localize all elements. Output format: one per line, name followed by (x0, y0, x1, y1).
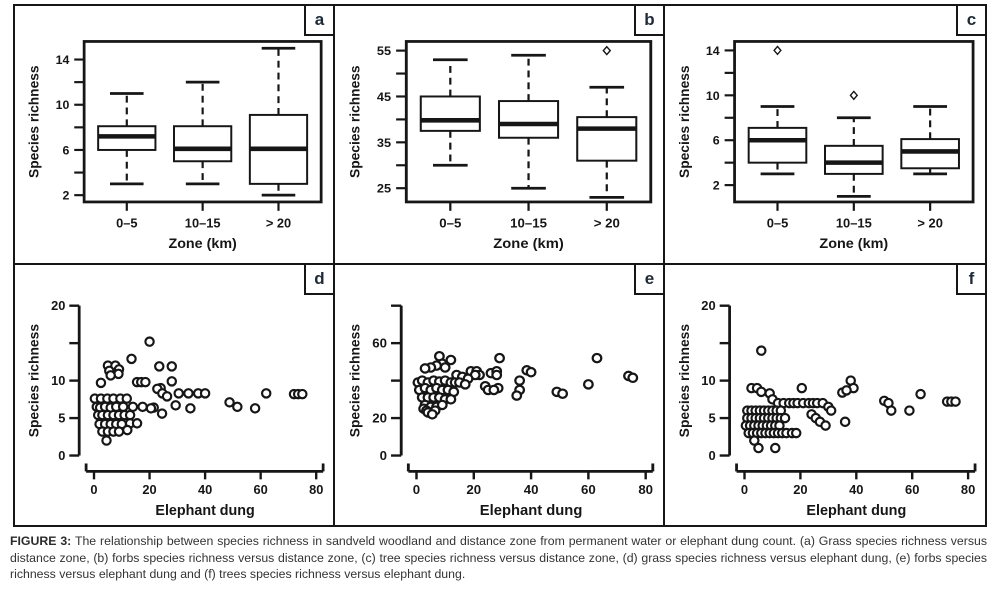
panel-label-d: d (304, 265, 333, 295)
svg-text:> 20: > 20 (917, 216, 943, 231)
svg-text:0: 0 (413, 482, 420, 497)
panel-label-b: b (634, 6, 663, 36)
panel-d: d 0 5 10 20 0 20 40 60 80 Elephant dung Species ri… (15, 265, 335, 525)
svg-text:10: 10 (56, 98, 70, 112)
svg-text:20: 20 (793, 482, 807, 497)
svg-text:60: 60 (372, 336, 387, 351)
svg-text:20: 20 (466, 482, 481, 497)
panel-label-a: a (304, 6, 333, 36)
svg-text:5: 5 (708, 411, 715, 426)
svg-text:40: 40 (524, 482, 539, 497)
panel-label-f: f (956, 265, 985, 295)
svg-text:2: 2 (62, 189, 69, 203)
svg-text:Zone (km): Zone (km) (819, 236, 888, 252)
svg-text:Zone (km): Zone (km) (168, 236, 237, 252)
figure-grid: a 2 6 10 14 0–5 10–15 > 20 Zone (km) Species ric… (13, 4, 987, 527)
svg-text:0: 0 (380, 448, 387, 463)
svg-text:Species richness: Species richness (346, 65, 362, 178)
svg-text:20: 20 (701, 298, 715, 313)
boxplot-trees-vs-zone: 2 6 10 14 0–5 10–15 > 20 Zone (km) Species richn… (676, 40, 975, 252)
svg-text:80: 80 (638, 482, 653, 497)
svg-text:20: 20 (142, 482, 156, 497)
svg-text:10: 10 (706, 89, 720, 103)
svg-text:10: 10 (701, 373, 715, 388)
panel-a: a 2 6 10 14 0–5 10–15 > 20 Zone (km) Species ric… (15, 6, 335, 265)
svg-text:55: 55 (377, 44, 391, 58)
svg-text:Species richness: Species richness (26, 324, 42, 438)
svg-text:45: 45 (377, 90, 391, 104)
svg-text:0–5: 0–5 (439, 216, 461, 231)
svg-text:> 20: > 20 (266, 216, 291, 231)
svg-text:14: 14 (56, 53, 70, 67)
svg-text:0–5: 0–5 (767, 216, 789, 231)
svg-text:Elephant dung: Elephant dung (806, 503, 906, 519)
svg-text:10–15: 10–15 (185, 216, 221, 231)
svg-text:Species richness: Species richness (27, 65, 42, 178)
panel-f: f 0 5 10 20 0 20 40 60 80 Elephant dung Species ri… (665, 265, 985, 525)
panel-e: e 0 20 60 0 20 40 60 80 Elephant dung Species ric… (335, 265, 665, 525)
svg-text:10–15: 10–15 (836, 216, 872, 231)
svg-text:Species richness: Species richness (346, 324, 362, 438)
svg-text:20: 20 (51, 298, 65, 313)
svg-text:60: 60 (581, 482, 596, 497)
svg-text:25: 25 (377, 182, 391, 196)
svg-text:80: 80 (961, 482, 975, 497)
svg-text:Elephant dung: Elephant dung (155, 503, 254, 519)
figure-caption: FIGURE 3: The relationship between speci… (10, 533, 987, 583)
scatter-trees-vs-dung: 0 5 10 20 0 20 40 60 80 Elephant dung Species rich… (676, 298, 977, 519)
svg-text:Elephant dung: Elephant dung (480, 503, 583, 519)
boxplot-forbs-vs-zone: 25 35 45 55 0–5 10–15 > 20 Zone (km) Species ric… (346, 40, 653, 252)
boxplot-grass-vs-zone: 2 6 10 14 0–5 10–15 > 20 Zone (km) Species richn… (27, 40, 323, 252)
svg-text:35: 35 (377, 136, 391, 150)
svg-text:40: 40 (849, 482, 863, 497)
svg-text:80: 80 (309, 482, 323, 497)
svg-text:0: 0 (708, 448, 715, 463)
svg-text:2: 2 (713, 179, 720, 193)
svg-text:60: 60 (905, 482, 919, 497)
svg-text:0–5: 0–5 (116, 216, 137, 231)
svg-text:> 20: > 20 (594, 216, 620, 231)
svg-text:14: 14 (706, 44, 720, 58)
panel-b: b 25 35 45 55 0–5 10–15 > 20 Zone (km) Species r… (335, 6, 665, 265)
svg-text:6: 6 (62, 143, 69, 157)
svg-text:5: 5 (58, 411, 65, 426)
svg-text:0: 0 (90, 482, 97, 497)
panel-label-c: c (956, 6, 985, 36)
svg-text:0: 0 (741, 482, 748, 497)
svg-text:10: 10 (51, 373, 65, 388)
svg-text:6: 6 (713, 134, 720, 148)
svg-text:0: 0 (58, 448, 65, 463)
scatter-forbs-vs-dung: 0 20 60 0 20 40 60 80 Elephant dung Species richn… (346, 304, 655, 519)
panel-c: c 2 6 10 14 0–5 10–15 > 20 Zone (km) Species ric… (665, 6, 985, 265)
svg-text:Zone (km): Zone (km) (493, 236, 564, 252)
svg-text:10–15: 10–15 (510, 216, 547, 231)
caption-label: FIGURE 3: (10, 534, 72, 548)
scatter-grass-vs-dung: 0 5 10 20 0 20 40 60 80 Elephant dung Species rich… (26, 298, 325, 519)
svg-text:40: 40 (198, 482, 212, 497)
svg-text:60: 60 (254, 482, 268, 497)
panel-label-e: e (634, 265, 663, 295)
svg-text:Species richness: Species richness (676, 65, 692, 178)
svg-text:20: 20 (372, 411, 387, 426)
svg-text:Species richness: Species richness (676, 324, 692, 438)
caption-text: The relationship between species richnes… (10, 534, 987, 582)
